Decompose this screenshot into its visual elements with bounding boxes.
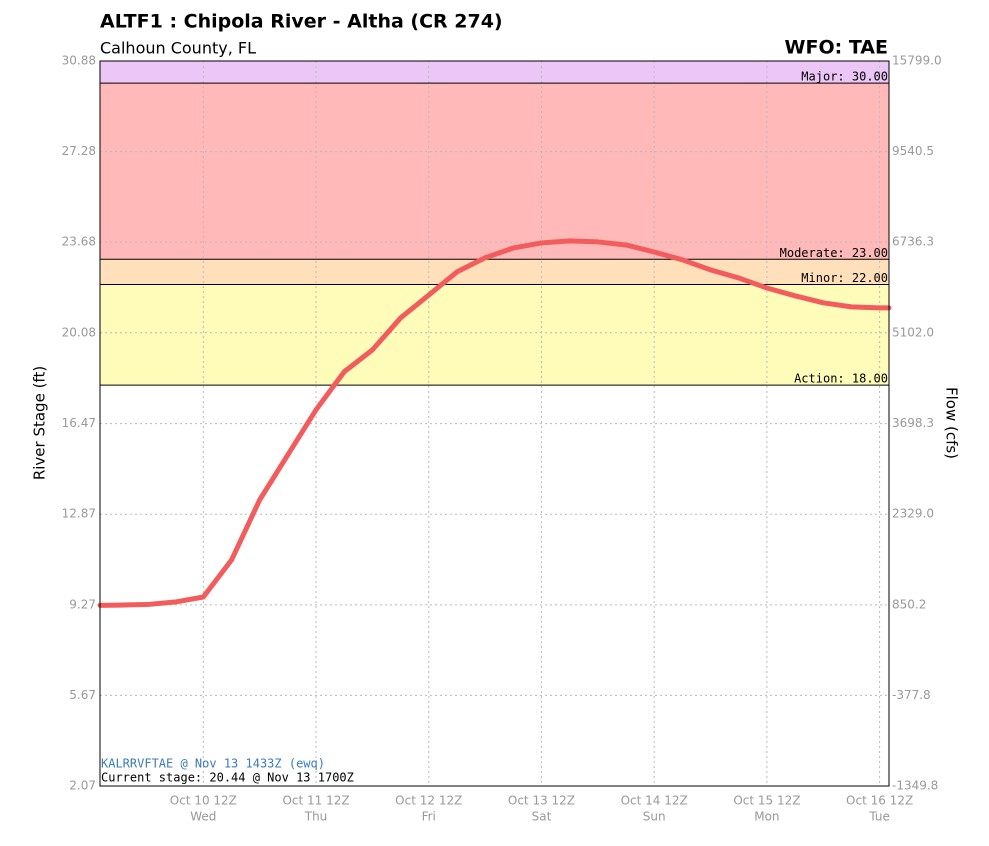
chart-title: ALTF1 : Chipola River - Altha (CR 274)	[100, 11, 503, 33]
band-top	[100, 61, 889, 84]
plot-frame	[99, 60, 890, 787]
threshold-band	[100, 259, 889, 285]
y2-tick-label: 5102.0	[892, 325, 934, 339]
threshold-band	[100, 385, 889, 786]
y2-tick-label: -377.8	[892, 688, 931, 702]
y-tick-label: 23.68	[62, 235, 96, 249]
x-tick-label: Oct 14 12Z	[621, 794, 688, 808]
y-tick-label: 2.07	[69, 779, 96, 793]
threshold-label: Major: 30.00	[801, 70, 888, 84]
y-tick-label: 16.47	[62, 416, 96, 430]
x-tick-day: Wed	[190, 810, 216, 824]
y-tick-label: 20.08	[62, 325, 96, 339]
x-tick-day: Sun	[643, 810, 666, 824]
footer-current: Current stage: 20.44 @ Nov 13 1700Z	[101, 771, 354, 785]
threshold-label: Minor: 22.00	[801, 271, 888, 285]
x-tick-label: Oct 11 12Z	[282, 794, 349, 808]
chart-subtitle: Calhoun County, FL	[100, 39, 256, 58]
x-tick-label: Oct 10 12Z	[170, 794, 237, 808]
y2-tick-label: 9540.5	[892, 144, 934, 158]
threshold-label: Action: 18.00	[794, 372, 888, 386]
y2-tick-label: -1349.8	[892, 779, 938, 793]
x-tick-day: Fri	[422, 810, 436, 824]
footer-product: KALRRVFTAE @ Nov 13 1433Z (ewq)	[101, 757, 325, 771]
x-tick-day: Sat	[532, 810, 552, 824]
x-tick-day: Tue	[868, 810, 890, 824]
x-tick-label: Oct 13 12Z	[508, 794, 575, 808]
x-tick-day: Thu	[304, 810, 328, 824]
y-tick-label: 9.27	[69, 597, 96, 611]
y2-tick-label: 2329.0	[892, 507, 934, 521]
y-axis-label: River Stage (ft)	[31, 366, 49, 480]
y-tick-label: 12.87	[62, 507, 96, 521]
y2-tick-label: 3698.3	[892, 416, 934, 430]
x-tick-label: Oct 15 12Z	[733, 794, 800, 808]
y-tick-label: 27.28	[62, 144, 96, 158]
x-tick-day: Mon	[754, 810, 779, 824]
y-tick-label: 5.67	[69, 688, 96, 702]
threshold-label: Moderate: 23.00	[780, 246, 888, 260]
x-tick-label: Oct 16 12Z	[846, 794, 913, 808]
y2-tick-label: 15799.0	[892, 54, 942, 68]
office: WFO: TAE	[785, 37, 888, 59]
threshold-band	[100, 83, 889, 260]
y-tick-label: 30.88	[62, 54, 96, 68]
y2-tick-label: 850.2	[892, 597, 926, 611]
series-line	[97, 238, 892, 608]
y2-tick-label: 6736.3	[892, 235, 934, 249]
y2-axis-label: Flow (cfs)	[943, 387, 961, 459]
x-tick-label: Oct 12 12Z	[395, 794, 462, 808]
threshold-band	[100, 284, 889, 386]
